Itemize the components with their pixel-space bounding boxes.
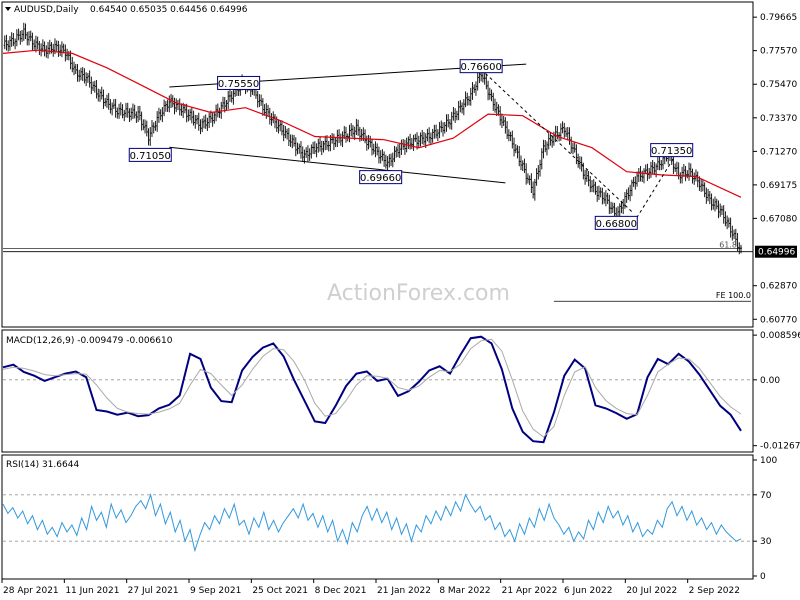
price-tick-label: 0.77570	[760, 47, 797, 57]
trendline	[169, 146, 506, 184]
date-tick-label: 25 Oct 2021	[252, 586, 308, 596]
date-tick-label: 20 Jul 2022	[626, 586, 677, 596]
rsi-tick-label: 70	[760, 491, 772, 501]
symbol-label: AUDUSD,Daily	[14, 5, 79, 15]
price-tick-label: 0.60770	[760, 315, 797, 325]
date-tick-label: 2 Sep 2022	[689, 586, 740, 596]
date-tick-label: 8 Mar 2022	[439, 586, 490, 596]
date-tick-label: 6 Jun 2022	[564, 586, 612, 596]
price-tick-label: 0.69175	[760, 181, 797, 191]
rsi-line	[2, 493, 742, 553]
macd-title: MACD(12,26,9) -0.009479 -0.006610	[6, 336, 173, 346]
fe-100-label: FE 100.0	[716, 291, 751, 300]
axis-layer: 0.79665 0.77570 0.75470 0.73370 0.71270 0.691…	[1, 13, 800, 596]
rsi-tick-label: 0	[760, 572, 766, 582]
level-label: 0.66800	[596, 219, 637, 230]
rsi-layer	[2, 493, 752, 553]
price-panel	[1, 1, 754, 328]
price-tick-label: 0.71270	[760, 147, 797, 157]
level-label-box	[594, 215, 638, 230]
level-label: 0.71050	[130, 151, 171, 162]
level-label-box	[459, 59, 503, 74]
macd-tick-label: 0.008596	[760, 331, 800, 341]
last-price-label: 0.64996	[758, 248, 795, 258]
date-tick-label: 9 Sep 2021	[190, 586, 241, 596]
date-tick-label: 11 Jun 2021	[65, 586, 119, 596]
moving-average-line	[2, 49, 742, 198]
level-label-box	[359, 170, 403, 185]
level-label-box	[650, 143, 694, 158]
date-tick-label: 27 Jul 2021	[128, 586, 179, 596]
date-tick-label: 21 Apr 2022	[502, 586, 558, 596]
date-tick-label: 8 Dec 2021	[315, 586, 367, 596]
rsi-panel	[1, 454, 754, 580]
macd-layer	[2, 335, 752, 444]
macd-tick-label: -0.01267	[760, 442, 800, 452]
ohlc-values: 0.64540 0.65035 0.64456 0.64996	[90, 5, 248, 15]
watermark: ActionForex.com	[327, 281, 510, 306]
macd-signal-line	[2, 338, 742, 438]
level-label: 0.76600	[460, 62, 501, 73]
price-tick-label: 0.62870	[760, 282, 797, 292]
fib-61-8-label: 61.8	[719, 240, 737, 249]
rsi-tick-label: 30	[760, 537, 772, 547]
price-tick-label: 0.75470	[760, 80, 797, 90]
fib-projection-line	[633, 149, 680, 224]
price-layer: 61.8 FE 100.0 0.71050 0.75550 0.76600 0.69660…	[2, 22, 753, 302]
level-label: 0.75550	[218, 79, 259, 90]
price-header: AUDUSD,Daily 0.64540 0.65035 0.64456 0.6…	[5, 5, 248, 15]
price-tick-label: 0.79665	[760, 13, 797, 23]
triangle-down-icon	[5, 7, 11, 11]
level-label-box	[217, 75, 261, 90]
level-label: 0.71350	[651, 146, 692, 157]
level-label: 0.69660	[360, 173, 401, 184]
rsi-tick-label: 100	[760, 456, 777, 466]
level-label-box	[128, 147, 172, 162]
last-price-badge	[755, 245, 797, 258]
macd-panel	[1, 329, 754, 453]
date-tick-label: 21 Jan 2022	[377, 586, 431, 596]
macd-tick-label: 0.00	[760, 376, 780, 386]
date-tick-label: 28 Apr 2021	[3, 586, 59, 596]
rsi-title: RSI(14) 31.6644	[6, 460, 79, 470]
fib-projection-line	[480, 68, 634, 214]
price-tick-label: 0.73370	[760, 114, 797, 124]
price-tick-label: 0.67080	[760, 214, 797, 224]
